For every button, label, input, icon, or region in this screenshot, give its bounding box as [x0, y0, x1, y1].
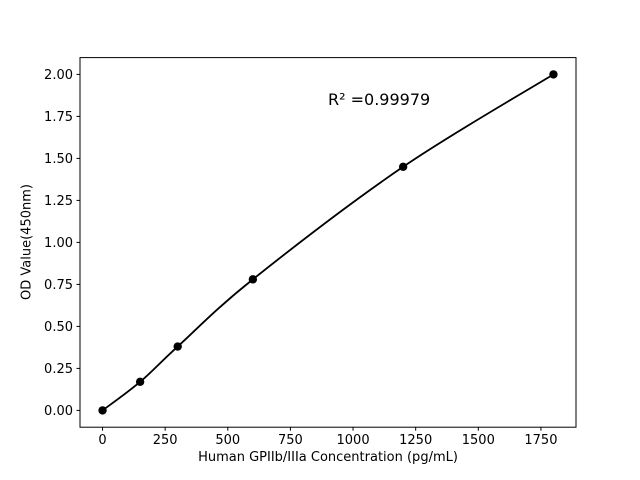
data-point — [549, 70, 558, 79]
x-tick-label: 1500 — [462, 433, 495, 448]
y-tick-label: 1.00 — [44, 236, 73, 251]
y-tick-label: 0.75 — [44, 278, 73, 293]
y-tick-label: 1.50 — [44, 152, 73, 167]
r-squared-annotation: R² =0.99979 — [328, 89, 431, 109]
x-axis-title: Human GPIIb/IIIa Concentration (pg/mL) — [198, 450, 458, 465]
x-tick-label: 250 — [153, 433, 178, 448]
x-tick-label: 1000 — [337, 433, 370, 448]
y-tick-label: 1.25 — [44, 194, 73, 209]
data-point — [98, 406, 107, 415]
y-axis-title: OD Value(450nm) — [19, 184, 35, 300]
fit-curve — [102, 73, 554, 412]
data-point — [398, 162, 408, 171]
data-point — [135, 377, 145, 387]
y-tick-label: 0.25 — [44, 362, 73, 377]
x-tick-label: 750 — [278, 433, 303, 448]
data-point — [248, 275, 258, 284]
y-tick-label: 2.00 — [44, 68, 73, 83]
axes-frame — [79, 57, 577, 428]
y-tick-label: 1.75 — [44, 110, 73, 125]
x-tick-label: 1250 — [399, 433, 432, 448]
y-tick-label: 0.00 — [44, 404, 73, 419]
y-tick-label: 0.50 — [44, 320, 73, 335]
x-tick-label: 500 — [215, 433, 240, 448]
x-tick-label: 0 — [98, 433, 106, 448]
data-point — [173, 342, 182, 351]
x-tick-label: 1750 — [524, 433, 557, 448]
